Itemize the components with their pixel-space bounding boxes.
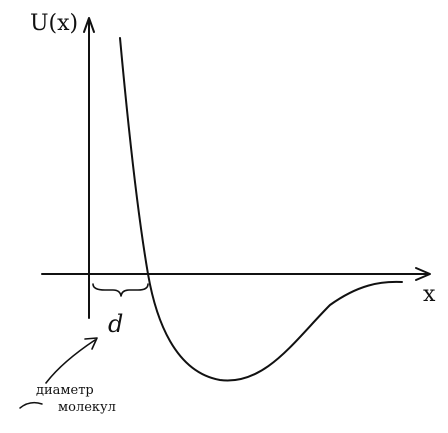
- x-axis-label: x: [423, 282, 436, 307]
- annotation-line-2: молекул: [58, 400, 116, 415]
- annotation-line-1: диаметр: [36, 383, 94, 398]
- x-axis-arrowhead: [415, 267, 431, 281]
- distance-label: d: [108, 310, 123, 338]
- y-axis-label: U(x): [30, 11, 78, 36]
- annotation-arrow: [45, 339, 96, 384]
- annotation-arrowhead: [84, 337, 98, 350]
- annotation-hook: [19, 401, 43, 409]
- distance-brace: [92, 283, 149, 297]
- y-axis-arrowhead: [83, 17, 95, 33]
- potential-curve: [119, 37, 403, 382]
